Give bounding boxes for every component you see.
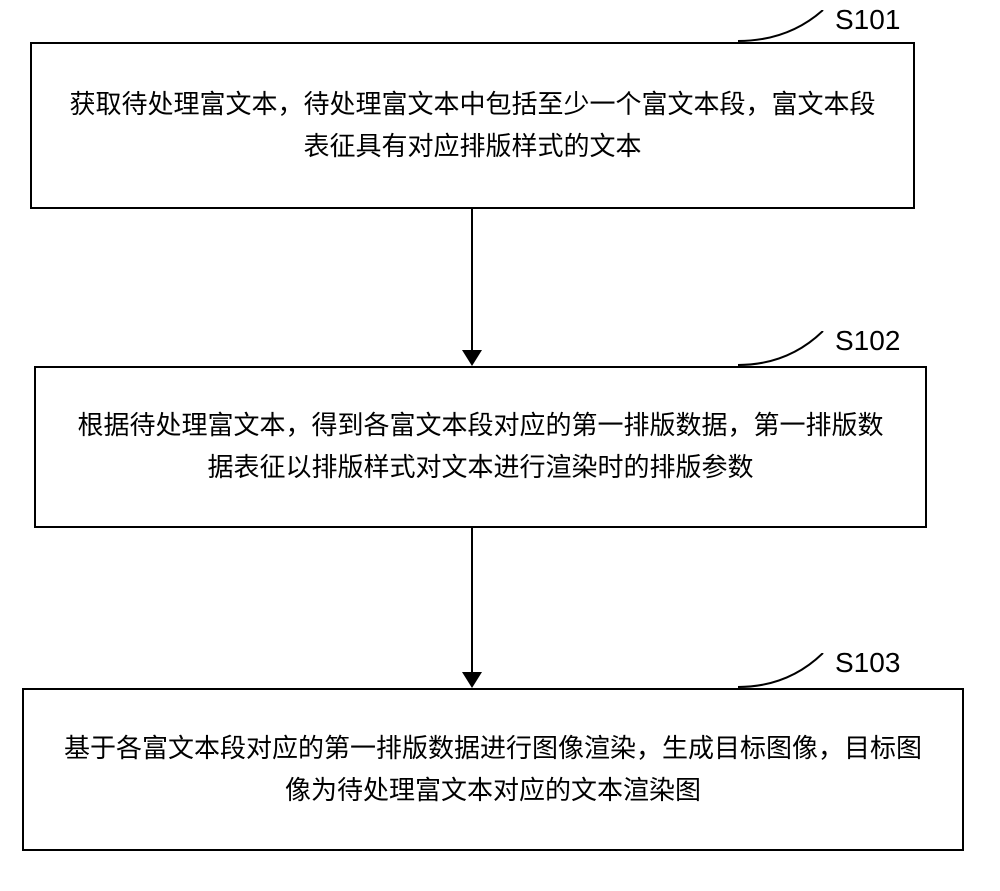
label-text-s103: S103: [835, 647, 900, 678]
connector-s102: [738, 331, 838, 369]
node-text-s101: 获取待处理富文本，待处理富文本中包括至少一个富文本段，富文本段表征具有对应排版样…: [62, 84, 883, 167]
node-text-s103: 基于各富文本段对应的第一排版数据进行图像渲染，生成目标图像，目标图像为待处理富文…: [54, 728, 932, 811]
label-text-s102: S102: [835, 325, 900, 356]
node-s103: 基于各富文本段对应的第一排版数据进行图像渲染，生成目标图像，目标图像为待处理富文…: [22, 688, 964, 851]
arrow-line-1: [471, 209, 473, 354]
arrow-line-2: [471, 528, 473, 676]
arrow-head-1: [462, 350, 482, 366]
connector-s103: [738, 653, 838, 691]
flowchart-container: S101 获取待处理富文本，待处理富文本中包括至少一个富文本段，富文本段表征具有…: [0, 0, 1000, 891]
label-text-s101: S101: [835, 4, 900, 35]
node-s102: 根据待处理富文本，得到各富文本段对应的第一排版数据，第一排版数据表征以排版样式对…: [34, 366, 927, 528]
step-label-s102: S102: [835, 325, 900, 357]
step-label-s103: S103: [835, 647, 900, 679]
node-s101: 获取待处理富文本，待处理富文本中包括至少一个富文本段，富文本段表征具有对应排版样…: [30, 42, 915, 209]
connector-s101: [738, 10, 838, 45]
node-text-s102: 根据待处理富文本，得到各富文本段对应的第一排版数据，第一排版数据表征以排版样式对…: [66, 405, 895, 488]
arrow-head-2: [462, 672, 482, 688]
step-label-s101: S101: [835, 4, 900, 36]
